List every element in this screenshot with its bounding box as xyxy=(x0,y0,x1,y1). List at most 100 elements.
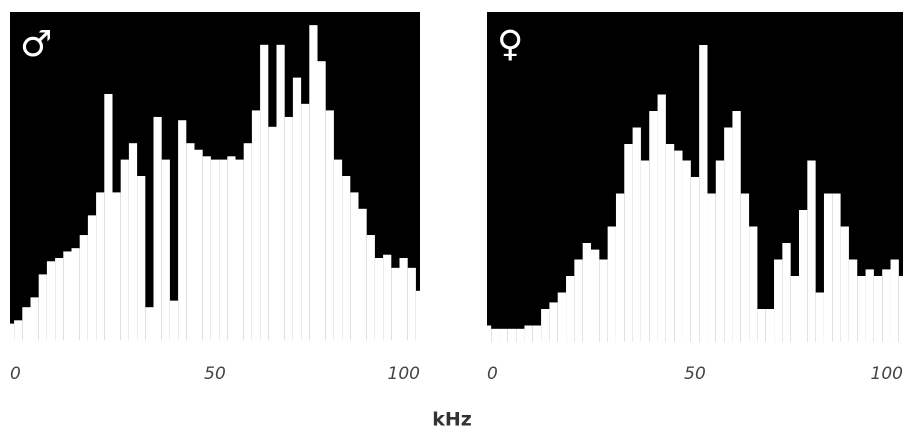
spectrum-bar xyxy=(268,126,277,340)
spectrum-bar xyxy=(87,215,97,340)
spectrum-bar xyxy=(219,159,228,340)
spectrum-bar xyxy=(301,103,310,340)
spectrum-bar xyxy=(399,258,408,340)
spectrum-bar xyxy=(815,292,824,342)
spectrum-bar xyxy=(22,307,31,340)
spectrum-bar xyxy=(71,248,80,340)
spectrum-bar xyxy=(823,193,833,342)
spectrum-bar xyxy=(161,159,170,340)
spectrum-bar xyxy=(557,292,567,342)
spectrum-bar xyxy=(260,44,269,341)
x-tick-label: 0 xyxy=(487,364,498,384)
x-tick-label: 100 xyxy=(871,364,903,384)
spectrum-bar xyxy=(325,110,334,341)
spectrum-bar xyxy=(243,143,252,340)
spectrum-bar xyxy=(532,325,542,342)
spectrum-bar xyxy=(210,159,220,340)
spectrum-bar xyxy=(624,144,633,342)
x-tick-label: 50 xyxy=(684,364,706,384)
spectrum-bar xyxy=(782,243,791,342)
spectrum-bar xyxy=(284,116,293,341)
spectrum-bar xyxy=(366,235,375,340)
spectrum-bar xyxy=(790,276,799,342)
spectrum-bar xyxy=(309,25,318,341)
spectrum-bar xyxy=(607,226,616,342)
spectrum-bar xyxy=(524,325,533,342)
spectrum-bar xyxy=(699,45,708,342)
spectrum-bar xyxy=(549,302,558,342)
spectrum-bar xyxy=(632,127,641,342)
spectrum-bar xyxy=(153,116,162,341)
spectrum-bar xyxy=(333,159,343,340)
spectrum-bar xyxy=(690,177,700,342)
spectrum-bar xyxy=(765,309,775,342)
spectrum-bar xyxy=(665,144,675,342)
spectrum-bar xyxy=(873,276,883,342)
spectrum-bar xyxy=(145,307,154,340)
spectrum-bar xyxy=(674,150,683,342)
spectrum-bar xyxy=(882,269,891,342)
spectrum-bar xyxy=(374,258,384,340)
panel-symbol: ♀ xyxy=(497,24,523,65)
spectrum-bar xyxy=(832,193,841,342)
x-tick-label: 50 xyxy=(204,364,226,384)
spectrum-bar xyxy=(46,261,56,340)
spectrum-bar xyxy=(63,251,72,340)
spectrum-bar xyxy=(194,149,203,340)
spectrum-bar xyxy=(128,143,138,340)
spectrum-bar xyxy=(169,300,179,340)
spectrum-bar xyxy=(79,235,88,340)
spectrum-bar xyxy=(358,208,367,340)
spectrum-bar xyxy=(840,226,849,342)
spectrum-bar xyxy=(104,94,113,340)
panel: ♀ 0 50 100 xyxy=(487,12,903,384)
spectrum-bar xyxy=(391,267,400,340)
spectrum-bar xyxy=(137,176,146,340)
spectrum-bar xyxy=(202,156,211,340)
spectrum-bar xyxy=(865,269,874,342)
spectrum-bar xyxy=(251,110,261,341)
spectrum-bar xyxy=(640,160,650,342)
spectrum-bar xyxy=(898,276,903,342)
spectrum-bar xyxy=(55,258,64,340)
spectrum-bar xyxy=(857,276,866,342)
spectrum-bar xyxy=(350,192,359,340)
spectrum-bar xyxy=(591,249,600,342)
spectrum-bar xyxy=(407,267,416,340)
spectrum-bar xyxy=(491,328,500,342)
spectrum-bar xyxy=(582,243,591,342)
spectrum-bar xyxy=(740,193,750,342)
spectrum-bar xyxy=(487,325,492,342)
spectrum-bar xyxy=(732,111,741,342)
spectrum-bar xyxy=(657,94,666,342)
x-tick-label: 0 xyxy=(10,364,21,384)
spectrum-bar xyxy=(14,320,23,340)
spectrum-bar xyxy=(649,111,658,342)
spectrum-bar xyxy=(30,297,39,340)
spectrum-bar xyxy=(707,193,716,342)
spectrum-bar xyxy=(749,226,758,342)
spectrum-bar xyxy=(292,77,302,340)
spectrum-bar xyxy=(848,259,858,342)
spectrum-bar xyxy=(807,160,816,342)
spectrum-bar xyxy=(715,160,725,342)
spectrum-bar xyxy=(186,143,195,340)
spectrum-bar xyxy=(112,192,121,340)
spectrum-bar xyxy=(774,259,783,342)
panel-symbol: ♂ xyxy=(20,24,52,65)
spectrum-bar xyxy=(96,192,105,340)
spectrum-bar xyxy=(599,259,608,342)
spectrum-bar xyxy=(566,276,575,342)
spectrum-bar xyxy=(541,309,550,342)
spectrum-bar xyxy=(227,156,236,340)
spectrum-bar xyxy=(507,328,517,342)
spectrum-bar xyxy=(342,176,351,340)
spectrum-bar xyxy=(724,127,733,342)
spectrum-bar xyxy=(574,259,583,342)
spectrum-bar xyxy=(757,309,766,342)
panel: ♂ 0 50 100 xyxy=(10,12,420,384)
spectrum-bar xyxy=(120,159,129,340)
spectrum-bar xyxy=(276,44,285,341)
spectrum-bar xyxy=(516,328,525,342)
